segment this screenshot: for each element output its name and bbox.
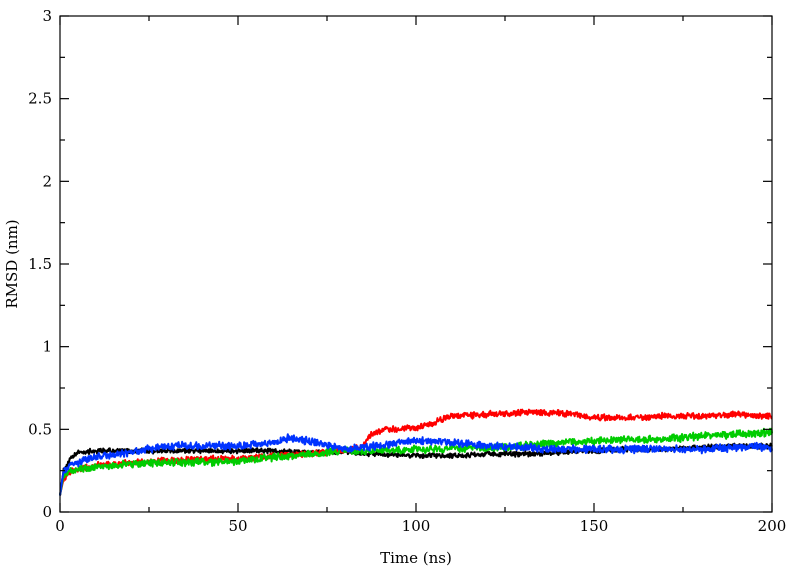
series-line-blue <box>59 433 773 496</box>
y-tick-label: 2 <box>42 172 52 190</box>
x-tick-label: 50 <box>228 517 247 535</box>
series-group <box>59 408 773 496</box>
y-axis-label: RMSD (nm) <box>3 219 21 308</box>
y-tick-label: 0 <box>42 503 52 521</box>
y-tick-label: 3 <box>42 7 52 25</box>
y-tick-label: 0.5 <box>28 420 52 438</box>
x-tick-label: 0 <box>55 517 65 535</box>
series-line-red <box>59 408 773 496</box>
x-tick-label: 200 <box>758 517 787 535</box>
y-tick-label: 1.5 <box>28 255 52 273</box>
ticks-group: 0 50 100 150 200 0 0.5 1 1.5 2 2.5 3 <box>28 7 786 535</box>
x-axis-label: Time (ns) <box>380 549 452 567</box>
y-tick-label: 1 <box>42 338 52 356</box>
x-tick-label: 150 <box>580 517 609 535</box>
y-tick-label: 2.5 <box>28 90 52 108</box>
x-tick-label: 100 <box>402 517 431 535</box>
series-line-green <box>59 427 773 496</box>
